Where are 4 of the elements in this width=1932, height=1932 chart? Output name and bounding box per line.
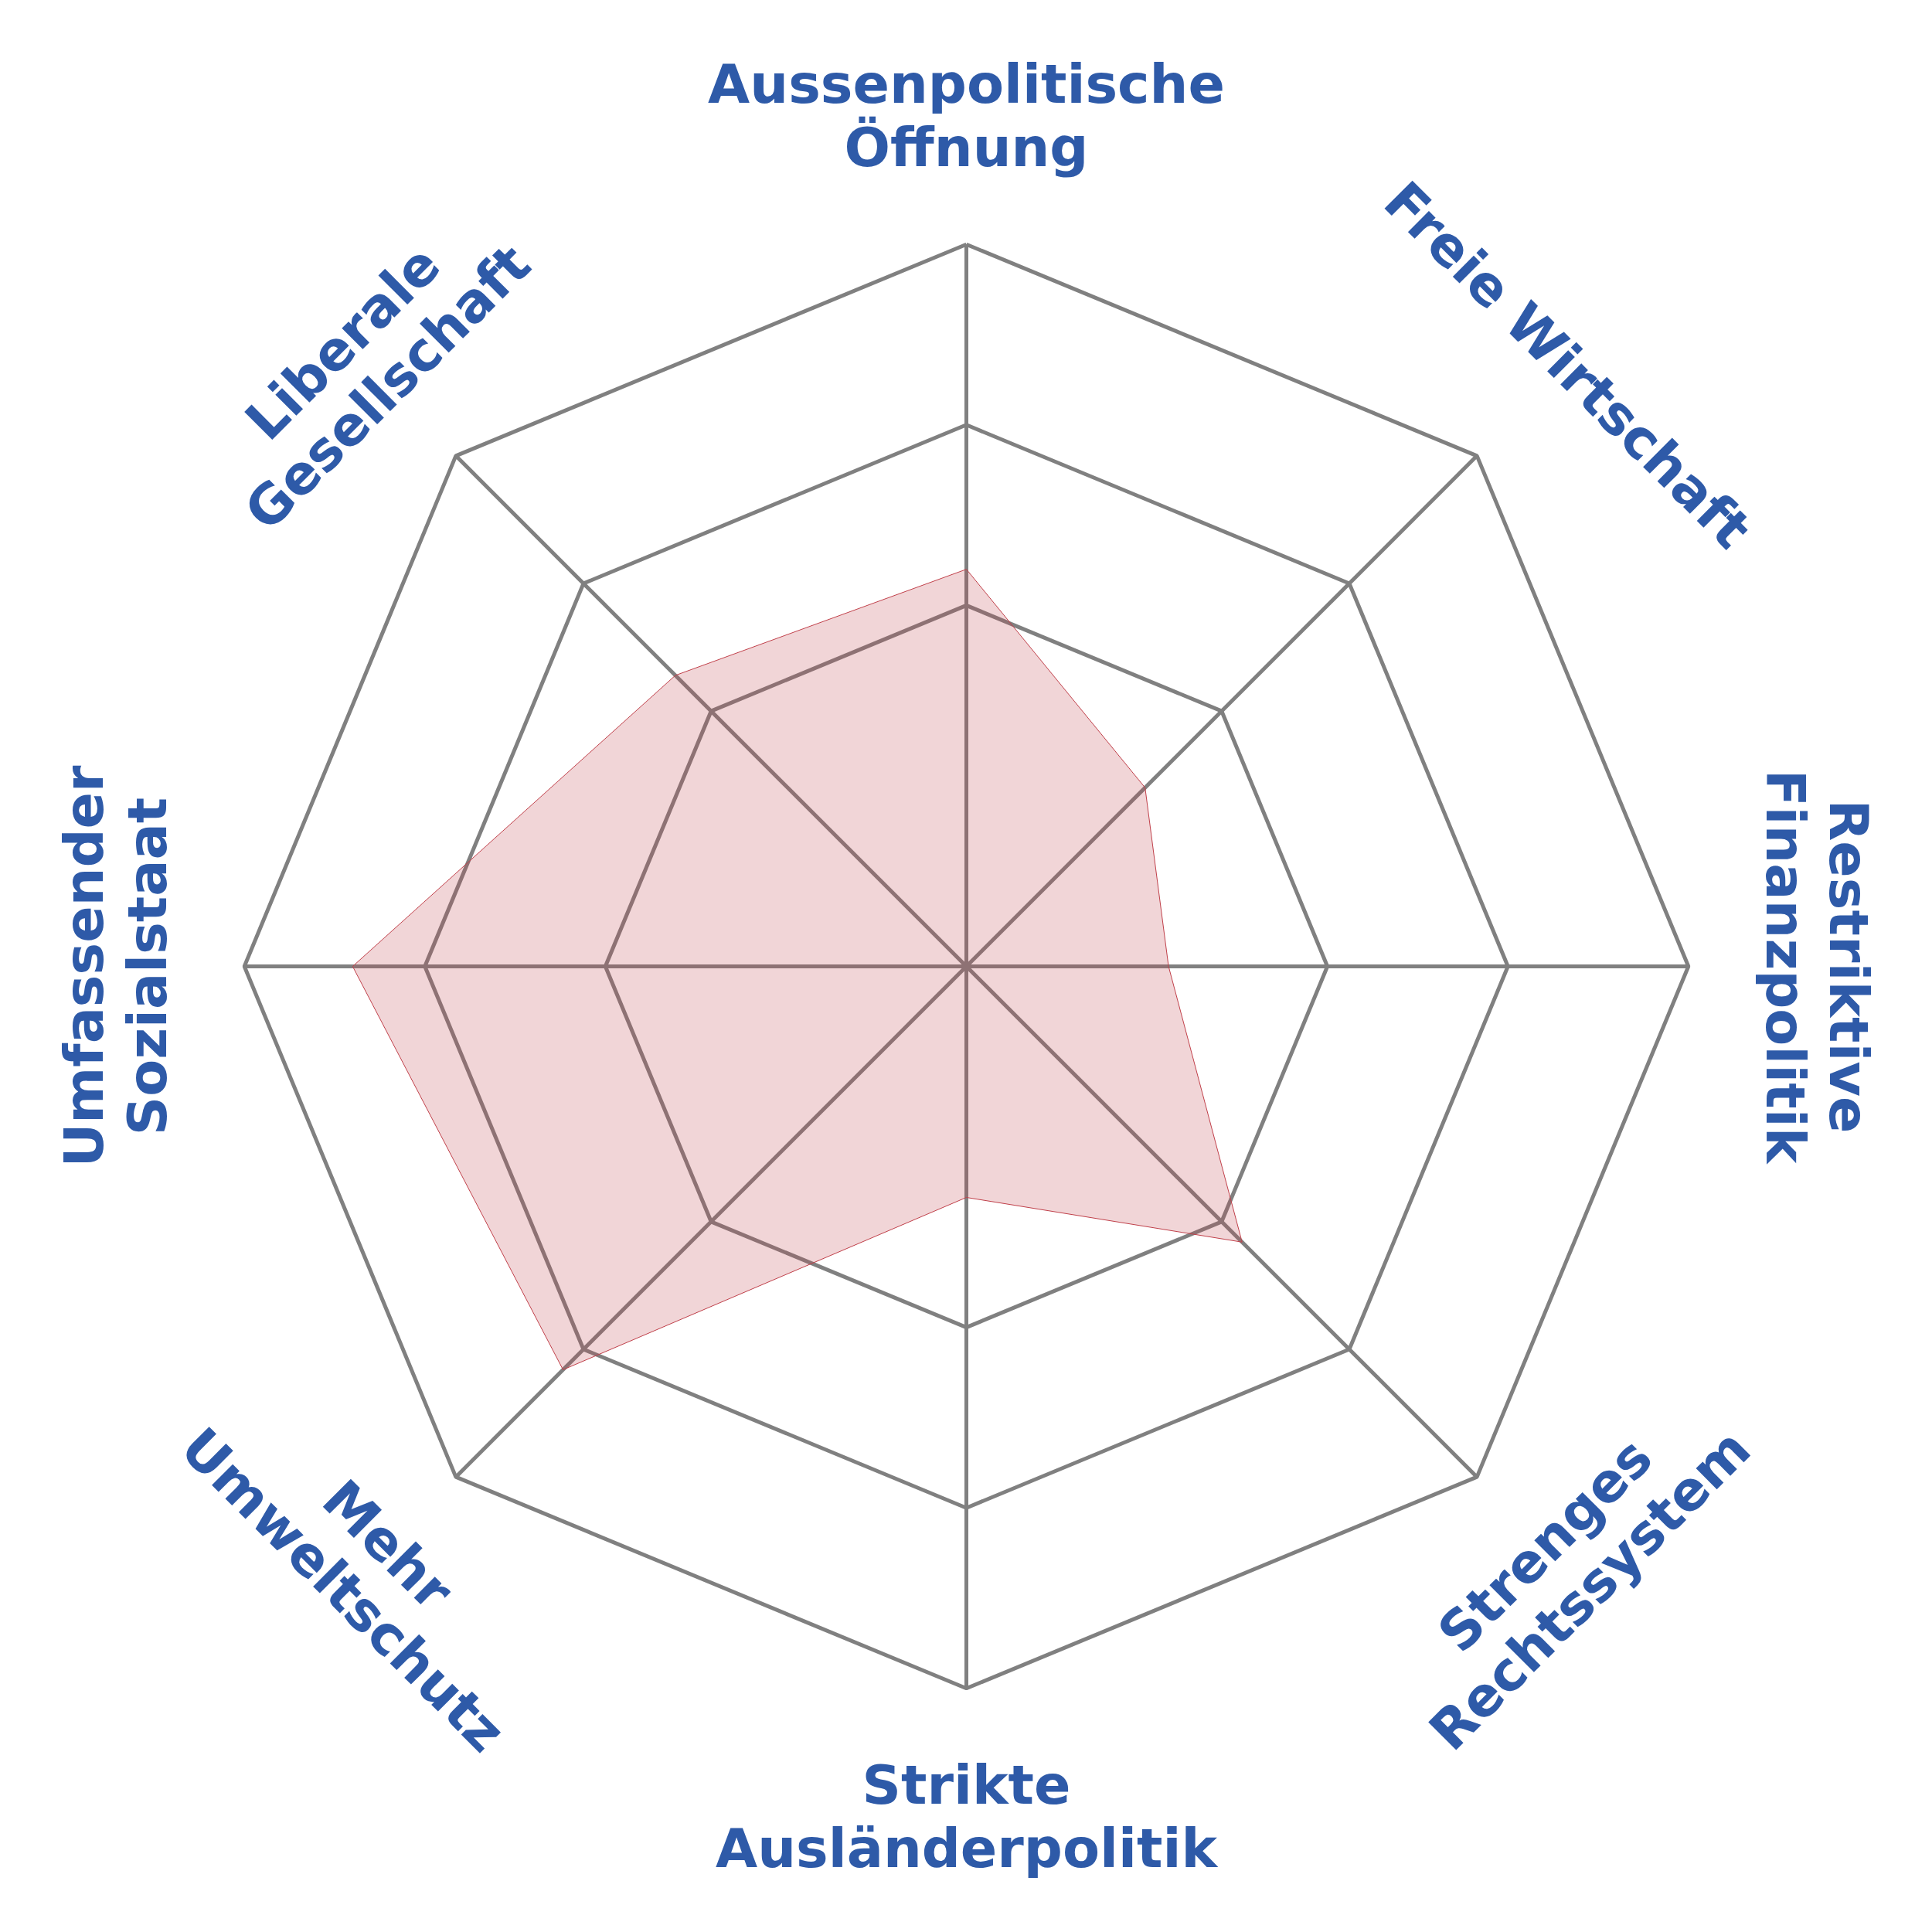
spoke-label: Strikte Ausländerpolitik: [715, 1753, 1219, 1880]
spoke-label: Umfassender Sozialstaat: [53, 764, 180, 1168]
spoke-label: Aussenpolitische Öffnung: [708, 53, 1225, 180]
spoke-label: Restriktive Finanzpolitik: [1753, 769, 1880, 1165]
